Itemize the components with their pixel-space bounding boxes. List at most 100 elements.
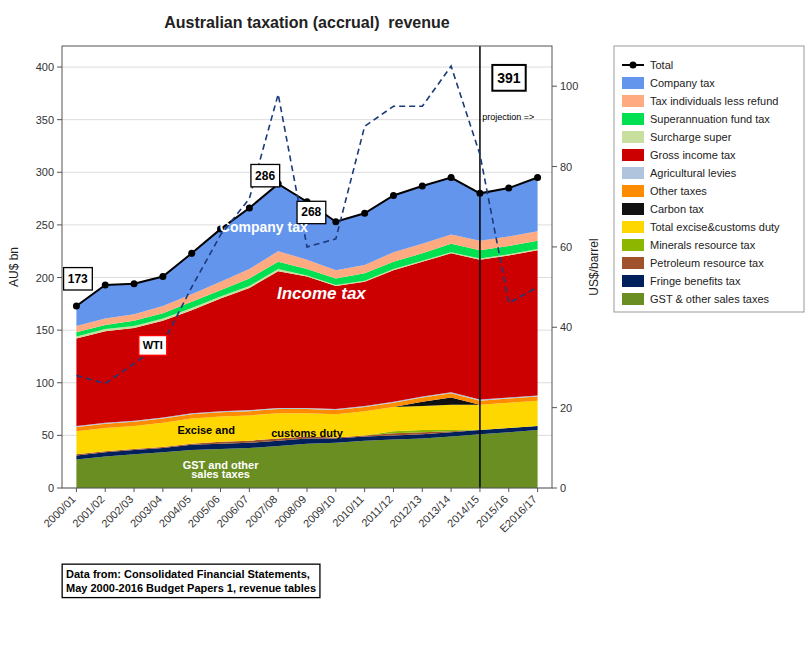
grid: [62, 67, 552, 488]
area: [76, 178, 537, 326]
x-tick: [451, 488, 452, 492]
x-tick: [278, 488, 279, 492]
annotation-box: [251, 164, 280, 186]
annotation: customs duty: [271, 427, 343, 439]
y-tick: [57, 435, 62, 436]
legend-label: Superannuation fund tax: [650, 113, 770, 125]
y-tick-label: 350: [36, 114, 54, 126]
legend-swatch: [622, 257, 644, 269]
legend-swatch: [622, 203, 644, 215]
y-tick: [57, 382, 62, 383]
title: Australian taxation (accrual) revenue: [164, 14, 450, 31]
annotation: projection =>: [482, 112, 534, 122]
y-tick: [57, 119, 62, 120]
area: [76, 250, 537, 426]
x-tick: [105, 488, 106, 492]
y-tick: [57, 488, 62, 489]
legend-swatch: [622, 149, 644, 161]
y-tick-label: 400: [36, 61, 54, 73]
legend-swatch: [622, 131, 644, 143]
legend-label: Total excise&customs duty: [650, 221, 780, 233]
point: [188, 250, 195, 257]
y-tick-label: 250: [36, 219, 54, 231]
x-tick: [537, 488, 538, 492]
plot-frame: [62, 46, 552, 488]
annotations: 173286268391Income taxCompany taxExcise …: [62, 65, 534, 598]
x-tick: [364, 488, 365, 492]
annotation-box: [62, 564, 320, 597]
point: [246, 205, 253, 212]
legend-swatch: [622, 185, 644, 197]
y2-tick: [552, 327, 557, 328]
annotation: Company tax: [220, 219, 308, 235]
y2-tick-label: 100: [560, 80, 578, 92]
y-tick-label: 150: [36, 324, 54, 336]
annotation: sales taxes: [191, 468, 250, 480]
point: [505, 185, 512, 192]
legend-label: Fringe benefits tax: [650, 275, 741, 287]
grid-line: [62, 172, 552, 173]
y-axis-label: AU$ bn: [7, 247, 21, 287]
legend-label: Agricultural levies: [650, 167, 737, 179]
y2-axis-label: US$/barrel: [587, 238, 601, 295]
y2-tick-label: 60: [560, 241, 572, 253]
legend-label: Minerals resource tax: [650, 239, 756, 251]
y-tick-label: 300: [36, 166, 54, 178]
x-tick: [479, 488, 480, 492]
legend-label: Petroleum resource tax: [650, 257, 764, 269]
y-tick-label: 0: [48, 482, 54, 494]
x-tick: [134, 488, 135, 492]
y2-tick: [552, 246, 557, 247]
plot-data: [73, 46, 541, 488]
y2-tick-label: 80: [560, 161, 572, 173]
x-tick: [335, 488, 336, 492]
x-tick: [393, 488, 394, 492]
legend-swatch: [622, 293, 644, 305]
y-tick-label: 200: [36, 272, 54, 284]
annotation-box: [139, 336, 167, 356]
y-tick: [57, 224, 62, 225]
legend-label: GST & other sales taxes: [650, 293, 770, 305]
point: [73, 302, 80, 309]
point: [102, 281, 109, 288]
y-tick: [57, 172, 62, 173]
legend-swatch: [622, 275, 644, 287]
x-tick: [422, 488, 423, 492]
chart: 0501001502002503003504000204060801002000…: [0, 0, 809, 653]
legend-swatch: [622, 113, 644, 125]
y2-tick-label: 20: [560, 402, 572, 414]
legend-swatch: [622, 95, 644, 107]
y-tick-label: 100: [36, 377, 54, 389]
legend-swatch: [622, 167, 644, 179]
legend-label: Other taxes: [650, 185, 707, 197]
x-tick: [220, 488, 221, 492]
point: [361, 210, 368, 217]
y-tick: [57, 277, 62, 278]
annotation-box: [492, 65, 525, 91]
y2-tick: [552, 488, 557, 489]
x-tick-label: E2016/17: [497, 493, 539, 535]
point: [448, 174, 455, 181]
y2-tick: [552, 86, 557, 87]
legend-swatch: [622, 77, 644, 89]
legend-frame: [614, 46, 804, 312]
legend-label: Gross income tax: [650, 149, 736, 161]
grid-line: [62, 67, 552, 68]
legend: TotalCompany taxTax individuals less ref…: [614, 46, 804, 312]
legend-swatch: [630, 62, 637, 69]
x-tick: [249, 488, 250, 492]
line-y2: [76, 66, 537, 383]
projection-line: [479, 46, 481, 488]
x-tick-label: 2009/10: [301, 493, 338, 530]
y-tick: [57, 330, 62, 331]
point: [332, 218, 339, 225]
annotation-box-text: 391: [497, 70, 521, 86]
y2-tick: [552, 407, 557, 408]
line: [76, 178, 537, 306]
y2-tick-label: 40: [560, 321, 572, 333]
x-tick: [508, 488, 509, 492]
point: [390, 192, 397, 199]
y-tick: [57, 67, 62, 68]
x-tick: [191, 488, 192, 492]
point: [534, 174, 541, 181]
